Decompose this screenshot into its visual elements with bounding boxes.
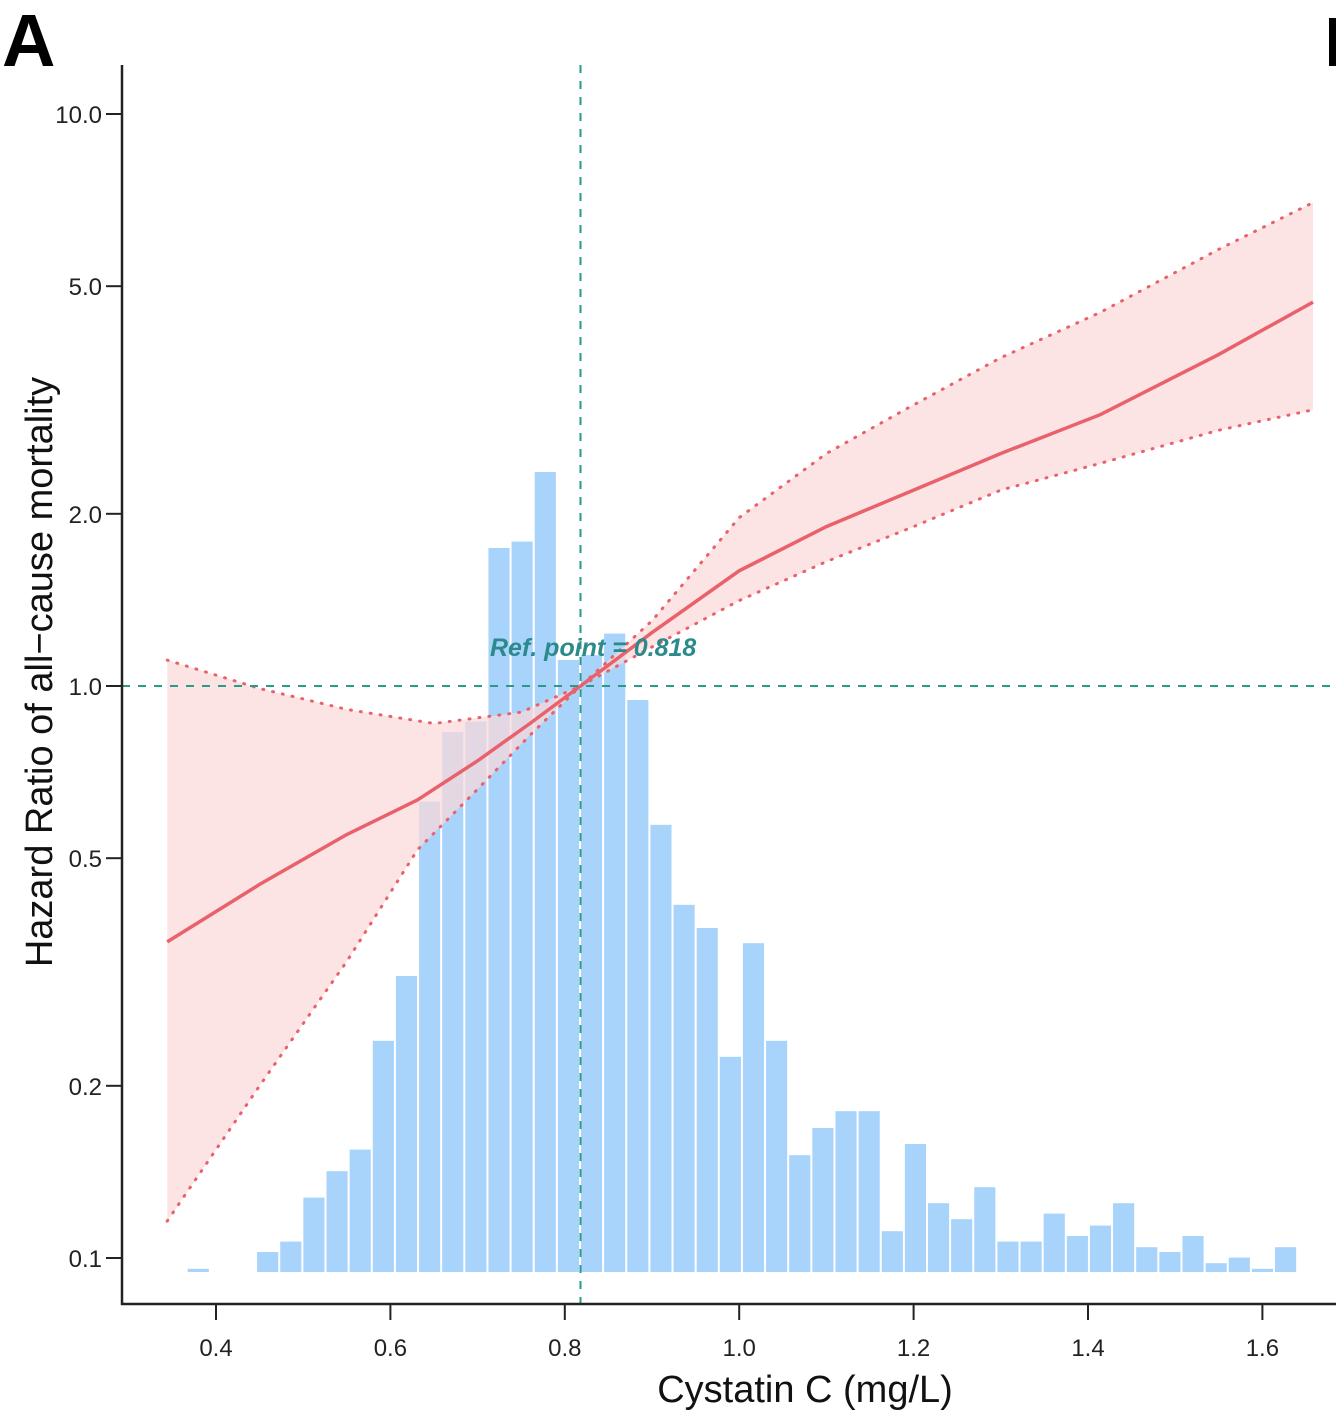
x-tick-label: 1.0 bbox=[723, 1335, 756, 1362]
histogram-bar bbox=[742, 943, 765, 1272]
histogram-bar bbox=[303, 1197, 325, 1272]
y-tick-label: 5.0 bbox=[69, 274, 102, 301]
histogram-bar bbox=[1228, 1257, 1250, 1272]
histogram-bar bbox=[187, 1268, 209, 1272]
histogram-bar bbox=[1089, 1225, 1112, 1272]
x-tick-label: 1.2 bbox=[897, 1335, 930, 1362]
histogram-bar bbox=[1205, 1263, 1227, 1272]
y-tick-label: 2.0 bbox=[69, 502, 102, 529]
y-tick-label: 1.0 bbox=[69, 674, 102, 701]
histogram-bar bbox=[904, 1144, 926, 1272]
histogram-bar bbox=[1159, 1252, 1181, 1272]
y-tick-label: 0.5 bbox=[69, 846, 102, 873]
x-tick-label: 0.4 bbox=[199, 1335, 232, 1362]
histogram-bar bbox=[696, 928, 718, 1272]
histogram-bar bbox=[257, 1252, 279, 1272]
histogram-bar bbox=[1182, 1236, 1204, 1272]
histogram-bar bbox=[835, 1111, 857, 1272]
panel-label: A bbox=[2, 0, 55, 82]
histogram-bar bbox=[1251, 1268, 1274, 1272]
x-axis-title: Cystatin C (mg/L) bbox=[657, 1369, 953, 1411]
histogram-bar bbox=[812, 1128, 834, 1272]
histogram-bar bbox=[557, 660, 579, 1272]
histogram-bar bbox=[1275, 1247, 1297, 1272]
x-axis-ticks: 0.4 0.6 0.8 1.0 1.2 1.4 1.6 bbox=[199, 1304, 1279, 1362]
histogram-bar bbox=[395, 976, 418, 1272]
histogram-bar bbox=[997, 1241, 1019, 1272]
hazard-ratio-line bbox=[166, 300, 1314, 944]
histogram-bar bbox=[1066, 1236, 1088, 1272]
histogram-bar bbox=[604, 633, 626, 1272]
histogram-bar bbox=[534, 472, 556, 1272]
histogram-bar bbox=[372, 1040, 394, 1272]
histogram-bar bbox=[951, 1219, 973, 1272]
histogram-bar bbox=[719, 1056, 741, 1272]
histogram-bar bbox=[974, 1187, 996, 1272]
histogram-bar bbox=[580, 655, 603, 1272]
ci-upper-dotted-line bbox=[165, 201, 1315, 726]
histogram-bar bbox=[673, 904, 695, 1272]
histogram-bar bbox=[442, 732, 464, 1272]
histogram-bar bbox=[280, 1241, 302, 1272]
histogram-bar bbox=[927, 1203, 950, 1272]
reference-point-label: Ref. point = 0.818 bbox=[490, 634, 696, 662]
x-tick-label: 0.6 bbox=[374, 1335, 407, 1362]
confidence-band bbox=[167, 202, 1314, 1222]
histogram-bar bbox=[465, 721, 487, 1272]
x-tick-label: 0.8 bbox=[548, 1335, 581, 1362]
y-tick-label: 10.0 bbox=[55, 102, 102, 129]
next-panel-letter-edge bbox=[1329, 18, 1336, 66]
y-tick-label: 0.1 bbox=[69, 1246, 102, 1273]
x-tick-label: 1.4 bbox=[1071, 1335, 1104, 1362]
histogram-bar bbox=[349, 1149, 371, 1272]
histogram-bar bbox=[1043, 1213, 1065, 1272]
histogram-bar bbox=[1113, 1203, 1135, 1272]
histogram-bar bbox=[1020, 1241, 1042, 1272]
histogram-bar bbox=[650, 824, 672, 1272]
y-axis-title: Hazard Ratio of all−cause mortality bbox=[19, 377, 61, 967]
histogram-bar bbox=[858, 1111, 880, 1272]
histogram-bar bbox=[419, 801, 441, 1272]
histogram-bar bbox=[326, 1171, 348, 1272]
y-axis-ticks: 0.1 0.2 0.5 1.0 2.0 5.0 10.0 bbox=[55, 102, 122, 1273]
x-tick-label: 1.6 bbox=[1246, 1335, 1279, 1362]
histogram-bar bbox=[881, 1231, 903, 1272]
ci-lower-dotted-line bbox=[165, 408, 1315, 1223]
y-tick-label: 0.2 bbox=[69, 1074, 102, 1101]
histogram-bar bbox=[789, 1155, 811, 1272]
histogram-bar bbox=[766, 1040, 788, 1272]
histogram-bar bbox=[627, 700, 649, 1272]
histogram-bar bbox=[1136, 1247, 1158, 1272]
